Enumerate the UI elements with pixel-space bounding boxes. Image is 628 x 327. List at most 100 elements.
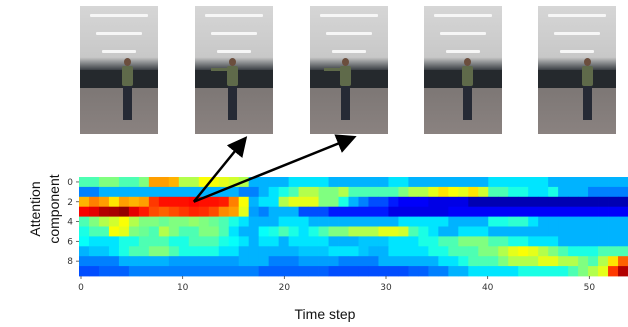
heatmap-cell (178, 177, 190, 188)
heatmap-cell (378, 206, 389, 217)
heatmap-cell (218, 177, 230, 188)
heatmap-cell (508, 226, 519, 237)
heatmap-cell (158, 246, 170, 257)
heatmap-cell (188, 256, 200, 267)
heatmap-cell (548, 177, 559, 188)
heatmap-cell (588, 256, 599, 267)
heatmap-cell (588, 246, 599, 257)
heatmap-cell (358, 246, 369, 257)
heatmap-cell (568, 246, 579, 257)
heatmap-cell (598, 246, 609, 257)
heatmap-cell (198, 246, 210, 257)
heatmap-cell (298, 196, 309, 208)
heatmap-cell (88, 186, 100, 198)
heatmap-cell (308, 246, 319, 257)
heatmap-cell (168, 177, 180, 188)
heatmap-cell (108, 177, 120, 188)
heatmap-cell (418, 256, 429, 267)
heatmap-cell (548, 246, 559, 257)
heatmap-cell (268, 216, 280, 227)
heatmap-cell (178, 196, 190, 208)
heatmap-cell (148, 236, 160, 247)
heatmap-cell (418, 236, 429, 247)
heatmap-cell (308, 177, 319, 188)
heatmap-cell (528, 186, 539, 198)
heatmap-cell (498, 236, 509, 247)
heatmap-cell (598, 266, 609, 277)
heatmap-cell (128, 216, 140, 227)
heatmap-cell (518, 177, 529, 188)
heatmap-cell (598, 226, 609, 237)
x-axis-label: Time step (294, 306, 356, 322)
heatmap-cell (348, 196, 359, 208)
heatmap-cell (558, 177, 569, 188)
heatmap-cell (88, 246, 100, 257)
heatmap-cell (118, 236, 130, 247)
heatmap-cell (338, 256, 349, 267)
heatmap-cell (508, 206, 519, 217)
heatmap-cell (618, 256, 628, 267)
heatmap-cell (278, 196, 290, 208)
heatmap-cell (158, 196, 170, 208)
heatmap-cell (618, 216, 628, 227)
heatmap-cell (338, 186, 349, 198)
heatmap-cell (208, 186, 220, 198)
heatmap-cell (218, 216, 230, 227)
heatmap-cell (508, 196, 519, 208)
heatmap-cell (108, 196, 120, 208)
heatmap-cell (98, 226, 110, 237)
heatmap-cell (378, 216, 389, 227)
heatmap-cell (478, 266, 489, 277)
heatmap-cell (168, 246, 180, 257)
heatmap-cell (468, 196, 479, 208)
heatmap-cell (118, 186, 130, 198)
heatmap-cell (98, 206, 110, 217)
heatmap-cell (178, 226, 190, 237)
x-tick-label: 10 (177, 283, 189, 293)
heatmap-cell (118, 177, 130, 188)
heatmap-cell (118, 216, 130, 227)
heatmap-cell (268, 236, 280, 247)
heatmap-cell (178, 246, 190, 257)
heatmap-cell (378, 226, 389, 237)
heatmap-cell (168, 266, 180, 277)
heatmap-cell (288, 246, 299, 257)
heatmap-cell (508, 266, 519, 277)
heatmap-cell (438, 246, 449, 257)
heatmap-cell (518, 236, 529, 247)
heatmap-cell (528, 266, 539, 277)
heatmap-cell (488, 186, 499, 198)
heatmap-cell (238, 206, 250, 217)
heatmap-cell (218, 246, 230, 257)
heatmap-cell (568, 216, 579, 227)
y-tick-label: 2 (67, 198, 73, 208)
heatmap-cell (258, 226, 270, 237)
heatmap-cell (378, 256, 389, 267)
heatmap-cell (368, 186, 379, 198)
heatmap-cell (378, 196, 389, 208)
heatmap-cell (268, 246, 280, 257)
heatmap-cell (448, 206, 459, 217)
heatmap-cell (508, 236, 519, 247)
heatmap-cell (428, 256, 439, 267)
heatmap-cell (268, 266, 280, 277)
heatmap-cell (498, 196, 509, 208)
heatmap-cell (98, 236, 110, 247)
heatmap-cell (358, 206, 369, 217)
heatmap-cell (598, 216, 609, 227)
heatmap-cell (468, 236, 479, 247)
heatmap-cell (458, 206, 469, 217)
heatmap-cell (308, 186, 319, 198)
heatmap-cell (198, 196, 210, 208)
heatmap-cell (328, 256, 339, 267)
arrow-to-frame-2 (192, 136, 248, 203)
heatmap-cell (588, 177, 599, 188)
heatmap-cell (608, 196, 619, 208)
heatmap-cell (168, 216, 180, 227)
heatmap-cell (108, 256, 120, 267)
heatmap-cell (298, 206, 309, 217)
heatmap-cell (388, 177, 399, 188)
heatmap-cell (178, 266, 190, 277)
heatmap-cell (318, 226, 329, 237)
heatmap-cell (79, 196, 90, 208)
